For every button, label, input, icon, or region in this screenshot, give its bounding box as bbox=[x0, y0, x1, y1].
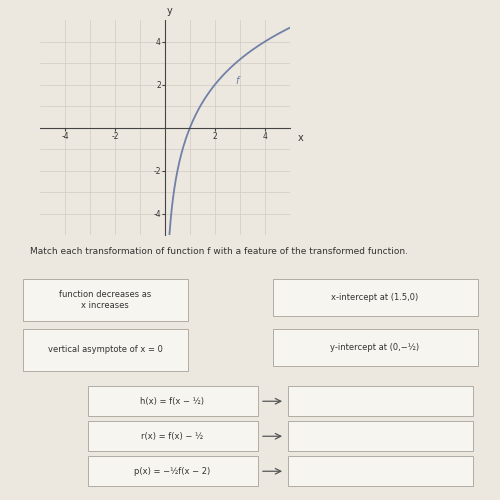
FancyBboxPatch shape bbox=[272, 279, 478, 316]
Text: y: y bbox=[167, 6, 173, 16]
FancyBboxPatch shape bbox=[22, 329, 188, 371]
Text: p(x) = −½f(x − 2): p(x) = −½f(x − 2) bbox=[134, 467, 210, 476]
Text: f: f bbox=[235, 76, 238, 86]
FancyBboxPatch shape bbox=[88, 386, 258, 416]
FancyBboxPatch shape bbox=[288, 421, 472, 451]
FancyBboxPatch shape bbox=[22, 279, 188, 322]
FancyBboxPatch shape bbox=[288, 386, 472, 416]
Text: function decreases as
x increases: function decreases as x increases bbox=[59, 290, 151, 310]
Text: r(x) = f(x) − ½: r(x) = f(x) − ½ bbox=[142, 432, 204, 441]
FancyBboxPatch shape bbox=[88, 421, 258, 451]
Text: y-intercept at (0,−½): y-intercept at (0,−½) bbox=[330, 343, 420, 352]
Text: x-intercept at (1.5,0): x-intercept at (1.5,0) bbox=[332, 293, 418, 302]
FancyBboxPatch shape bbox=[272, 329, 478, 366]
FancyBboxPatch shape bbox=[288, 456, 472, 486]
FancyBboxPatch shape bbox=[88, 456, 258, 486]
Text: x: x bbox=[298, 133, 303, 143]
Text: Match each transformation of function f with a feature of the transformed functi: Match each transformation of function f … bbox=[30, 248, 408, 256]
Text: vertical asymptote of x = 0: vertical asymptote of x = 0 bbox=[48, 346, 162, 354]
Text: h(x) = f(x − ½): h(x) = f(x − ½) bbox=[140, 397, 204, 406]
